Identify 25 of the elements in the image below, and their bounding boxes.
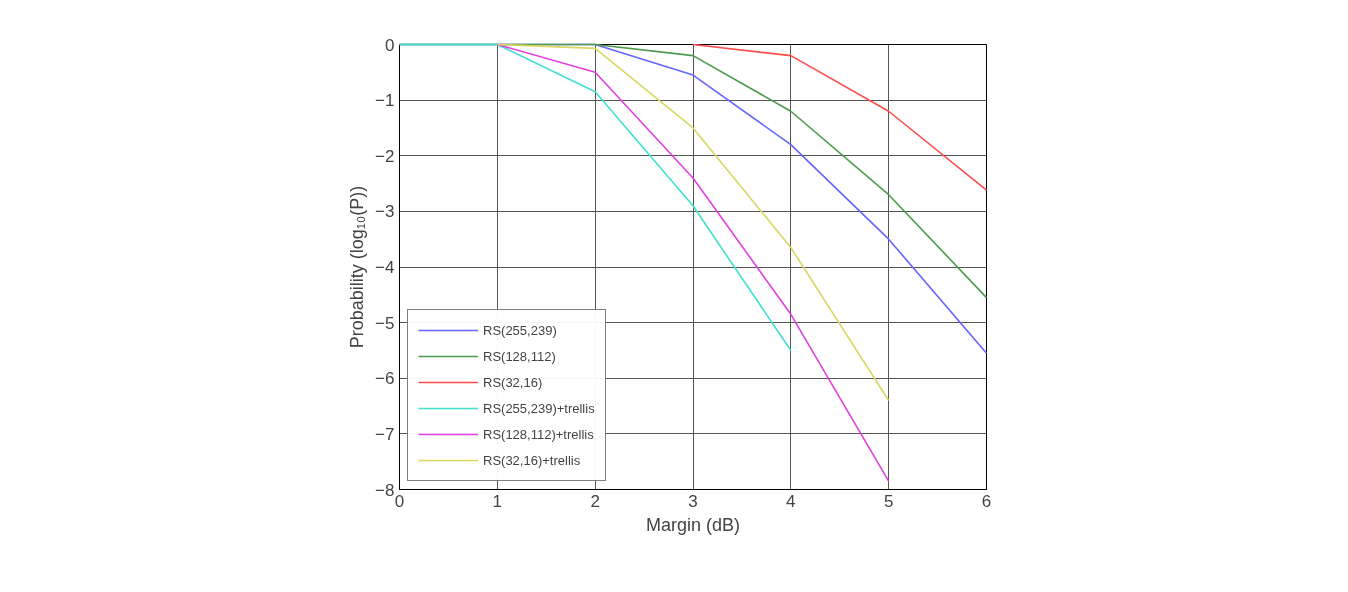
y-tick-label: −2 — [375, 146, 395, 166]
y-tick-label: −3 — [375, 202, 395, 222]
legend-label: RS(255,239)+trellis — [483, 400, 595, 416]
legend-label: RS(128,112)+trellis — [483, 426, 594, 442]
y-tick-label: −4 — [375, 258, 395, 277]
y-tick-label: −1 — [375, 91, 395, 111]
legend-label: RS(32,16)+trellis — [483, 452, 581, 468]
x-axis-title: Margin (dB) — [645, 514, 741, 535]
y-tick-label: −7 — [375, 424, 395, 444]
x-tick-label: 6 — [981, 491, 992, 511]
y-axis-title: Probability (log₁₀(P)) — [347, 185, 368, 349]
legend-label: RS(128,112) — [483, 348, 556, 364]
y-tick-label: −5 — [375, 313, 395, 333]
y-tick-label: −8 — [375, 480, 395, 500]
x-tick-label: 3 — [688, 491, 698, 511]
line-series — [398, 43, 792, 352]
x-tick-label: 1 — [492, 491, 503, 511]
x-tick-label: 2 — [590, 491, 600, 511]
legend-label: RS(255,239) — [483, 322, 557, 338]
x-tick-label: 4 — [786, 491, 796, 511]
y-tick-label: 0 — [385, 35, 395, 55]
line-series — [692, 43, 988, 192]
legend-label: RS(32,16) — [483, 374, 543, 390]
x-tick-label: 5 — [883, 491, 894, 511]
y-tick-label: −6 — [375, 369, 395, 389]
